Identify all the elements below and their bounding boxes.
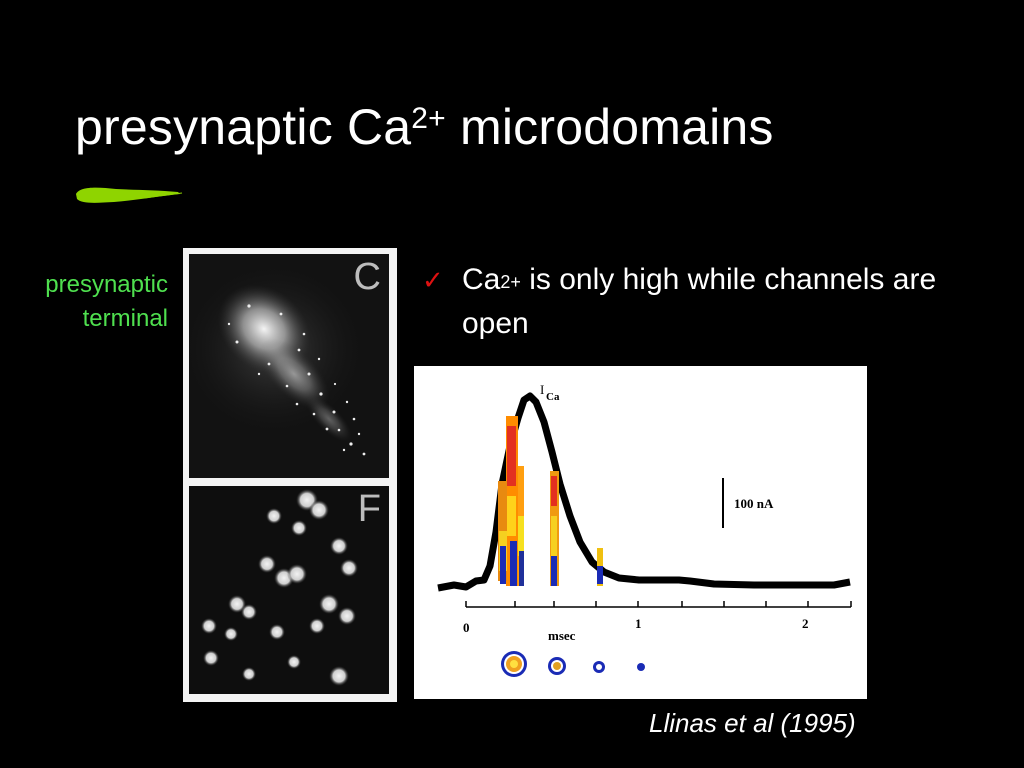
domain-circle-icons — [501, 651, 645, 677]
tick-label-2: 2 — [802, 616, 809, 631]
time-axis-unit: msec — [548, 628, 576, 643]
ica-current-trace — [437, 392, 851, 592]
bullet-superscript: 2+ — [500, 272, 521, 292]
calcium-current-figure: I Ca 100 nA 0 1 2 msec — [414, 366, 867, 699]
tick-label-1: 1 — [635, 616, 642, 631]
scale-bar-label: 100 nA — [734, 496, 774, 511]
slide-title: presynaptic Ca2+ microdomains — [75, 98, 774, 156]
presynaptic-terminal-label: presynaptic terminal — [45, 268, 168, 336]
side-label-line1: presynaptic — [45, 271, 168, 298]
ica-label-main: I — [540, 382, 544, 397]
time-axis-ticks — [465, 601, 852, 607]
checkmark-icon: ✓ — [422, 265, 444, 295]
microdomain-spots-image — [189, 486, 389, 694]
terminal-fluorescence-image — [189, 254, 389, 478]
citation-credit: Llinas et al (1995) — [649, 708, 856, 738]
panel-letter-f: F — [357, 488, 381, 530]
title-superscript: 2+ — [411, 102, 446, 135]
side-label-line2: terminal — [82, 305, 168, 332]
micrograph-panel-f: F — [189, 486, 389, 694]
calcium-colormap-bars — [498, 416, 603, 586]
title-suffix: microdomains — [445, 99, 774, 155]
ica-label-sub: Ca — [546, 391, 560, 403]
micrograph-figure: C F — [183, 248, 397, 702]
bullet-prefix: Ca — [462, 263, 501, 296]
ica-trace-plot: I Ca 100 nA 0 1 2 msec — [437, 382, 852, 677]
panel-letter-c: C — [353, 256, 381, 298]
bullet-suffix: is only high while channels are open — [462, 263, 937, 340]
bullet-text: Ca2+ is only high while channels are ope… — [462, 258, 982, 346]
title-accent-stroke — [76, 187, 183, 203]
micrograph-panel-c: C — [189, 254, 389, 478]
tick-label-0: 0 — [463, 620, 470, 635]
title-prefix: presynaptic Ca — [75, 99, 412, 155]
